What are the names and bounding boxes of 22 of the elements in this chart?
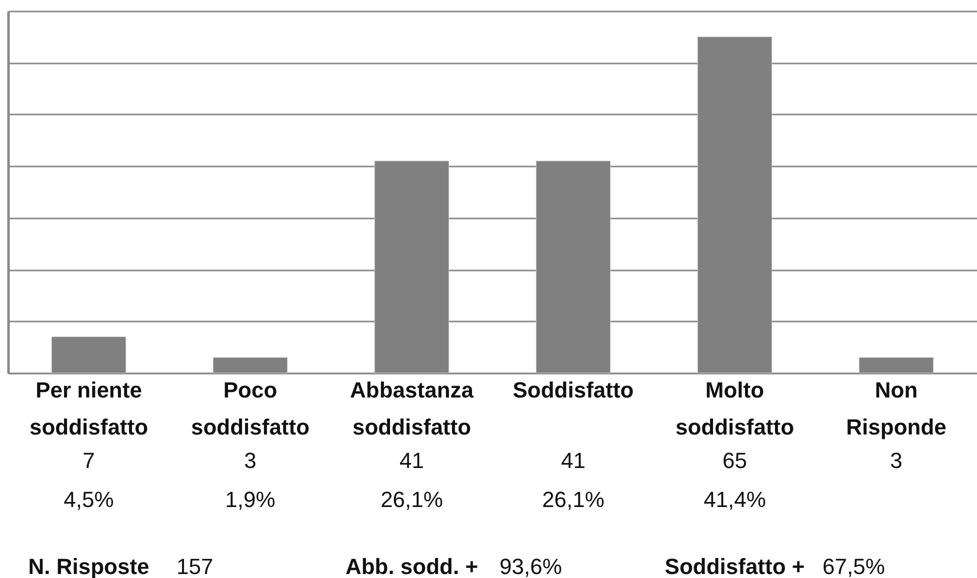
- data-label: 65: [722, 448, 747, 473]
- data-label: 41: [561, 448, 586, 473]
- x-tick-label: Per niente soddisfatto: [29, 378, 148, 440]
- text: 157: [176, 554, 214, 578]
- text: Soddisfatto +: [664, 554, 805, 578]
- text: 26,1%: [380, 487, 443, 512]
- x-tick-label: Abbastanza soddisfatto: [350, 378, 474, 440]
- text: 4,5%: [64, 487, 114, 512]
- data-label: 7: [82, 448, 95, 473]
- text: 93,6%: [500, 554, 562, 578]
- x-tick-label: Molto soddisfatto: [675, 378, 794, 440]
- text: 41,4%: [704, 487, 766, 512]
- data-label: 3: [244, 448, 256, 473]
- x-tick-label: Soddisfatto: [512, 378, 634, 402]
- text: 26,1%: [542, 487, 604, 512]
- data-label: 3: [890, 448, 902, 473]
- x-tick-label: Non Risponde: [846, 378, 946, 440]
- data-label: 41: [400, 448, 424, 473]
- text: 67,5%: [822, 554, 885, 578]
- text: 1,9%: [225, 487, 276, 512]
- text: Abb. sodd. +: [345, 554, 478, 578]
- x-tick-label: Poco soddisfatto: [190, 378, 310, 440]
